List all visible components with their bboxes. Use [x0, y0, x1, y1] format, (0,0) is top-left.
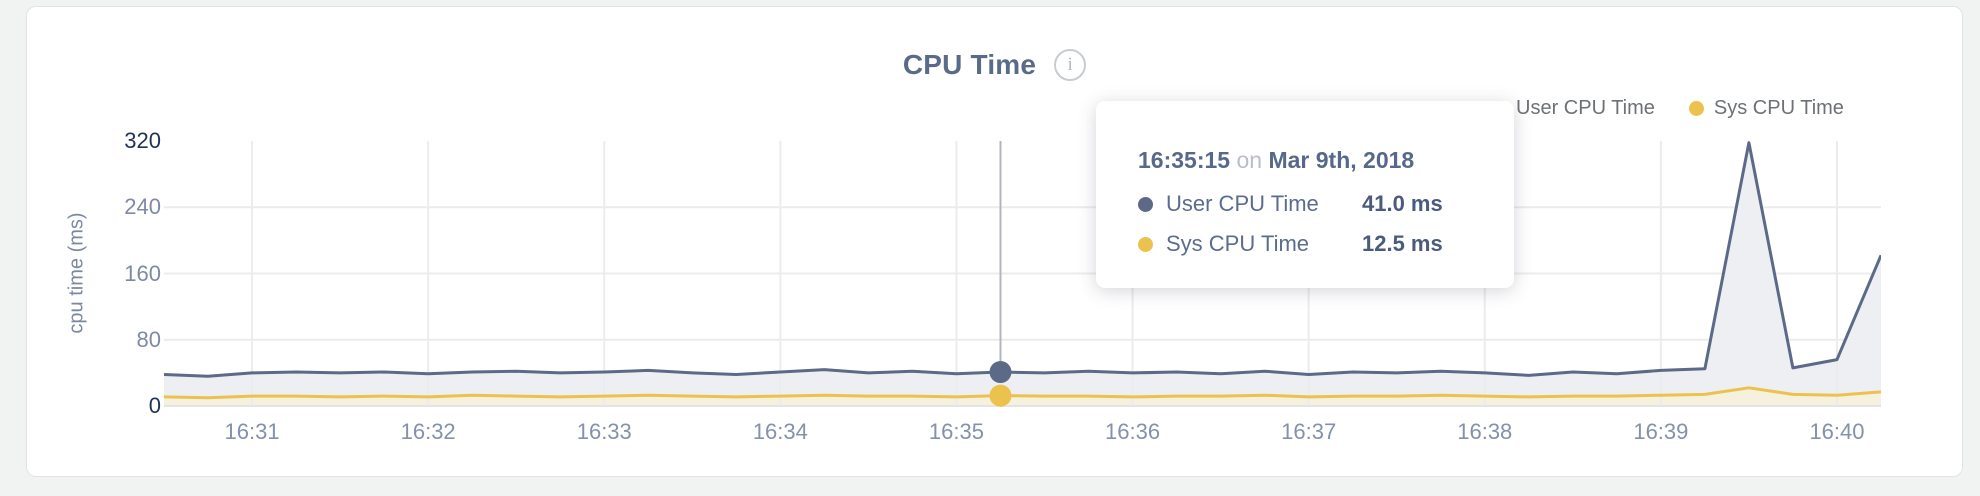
chart-title: CPU Time: [902, 49, 1037, 80]
legend: User CPU Time Sys CPU Time: [1491, 97, 1844, 120]
chart-header: CPU Time i: [27, 43, 1962, 87]
x-tick-label: 16:36: [1105, 419, 1161, 444]
sys-series-dot-icon: [1138, 236, 1153, 252]
tooltip-time: 16:35:15: [1138, 147, 1231, 173]
x-tick-label: 16:33: [576, 419, 632, 444]
legend-label: Sys CPU Time: [1713, 97, 1844, 119]
y-tick-label: 240: [124, 194, 161, 220]
sys-cpu-line: [164, 386, 1881, 400]
user-cpu-line: [164, 141, 1881, 378]
hover-dot-sys: [989, 384, 1012, 407]
legend-item-sys-cpu-time[interactable]: Sys CPU Time: [1688, 97, 1844, 120]
x-tick-label: 16:34: [752, 419, 808, 444]
tooltip-row-sys: Sys CPU Time 12.5 ms: [1138, 230, 1484, 258]
x-tick-label: 16:39: [1633, 419, 1689, 444]
user-cpu-area: [164, 142, 1881, 406]
hover-dot-user: [989, 361, 1012, 384]
sys-series-dot-icon: [1688, 101, 1704, 116]
x-tick-label: 16:31: [224, 419, 280, 444]
cpu-time-chart[interactable]: [164, 108, 1881, 408]
tooltip-date: Mar 9th, 2018: [1268, 147, 1415, 173]
tooltip-series-value: 41.0 ms: [1362, 191, 1443, 216]
tooltip-row-user: User CPU Time 41.0 ms: [1138, 190, 1484, 218]
y-tick-label: 160: [124, 260, 161, 286]
tooltip-series-label: Sys CPU Time: [1166, 231, 1310, 256]
x-tick-label: 16:40: [1809, 419, 1865, 444]
x-tick-label: 16:37: [1281, 419, 1337, 444]
cpu-time-panel: CPU Time i User CPU Time Sys CPU Time cp…: [26, 6, 1963, 477]
x-tick-label: 16:35: [928, 419, 984, 444]
legend-item-user-cpu-time[interactable]: User CPU Time: [1491, 97, 1655, 120]
tooltip-series-label: User CPU Time: [1166, 191, 1319, 216]
y-tick-label: 320: [124, 128, 161, 153]
tooltip-series-value: 12.5 ms: [1362, 231, 1443, 256]
chart-tooltip: 16:35:15 on Mar 9th, 2018 User CPU Time …: [1096, 101, 1514, 288]
y-axis-labels: 320 240 160 80 0: [53, 108, 161, 418]
y-tick-label: 0: [148, 393, 161, 418]
tooltip-timestamp: 16:35:15 on Mar 9th, 2018: [1138, 147, 1484, 174]
tooltip-conjunction: on: [1236, 147, 1263, 173]
x-axis-labels: 16:31 16:32 16:33 16:34 16:35 16:36 16:37 16:38…: [164, 419, 1881, 447]
legend-label: User CPU Time: [1516, 97, 1655, 119]
user-series-dot-icon: [1138, 196, 1153, 212]
x-tick-label: 16:32: [400, 419, 456, 444]
info-icon[interactable]: i: [1054, 49, 1087, 81]
y-tick-label: 80: [136, 326, 161, 352]
x-tick-label: 16:38: [1457, 419, 1513, 444]
